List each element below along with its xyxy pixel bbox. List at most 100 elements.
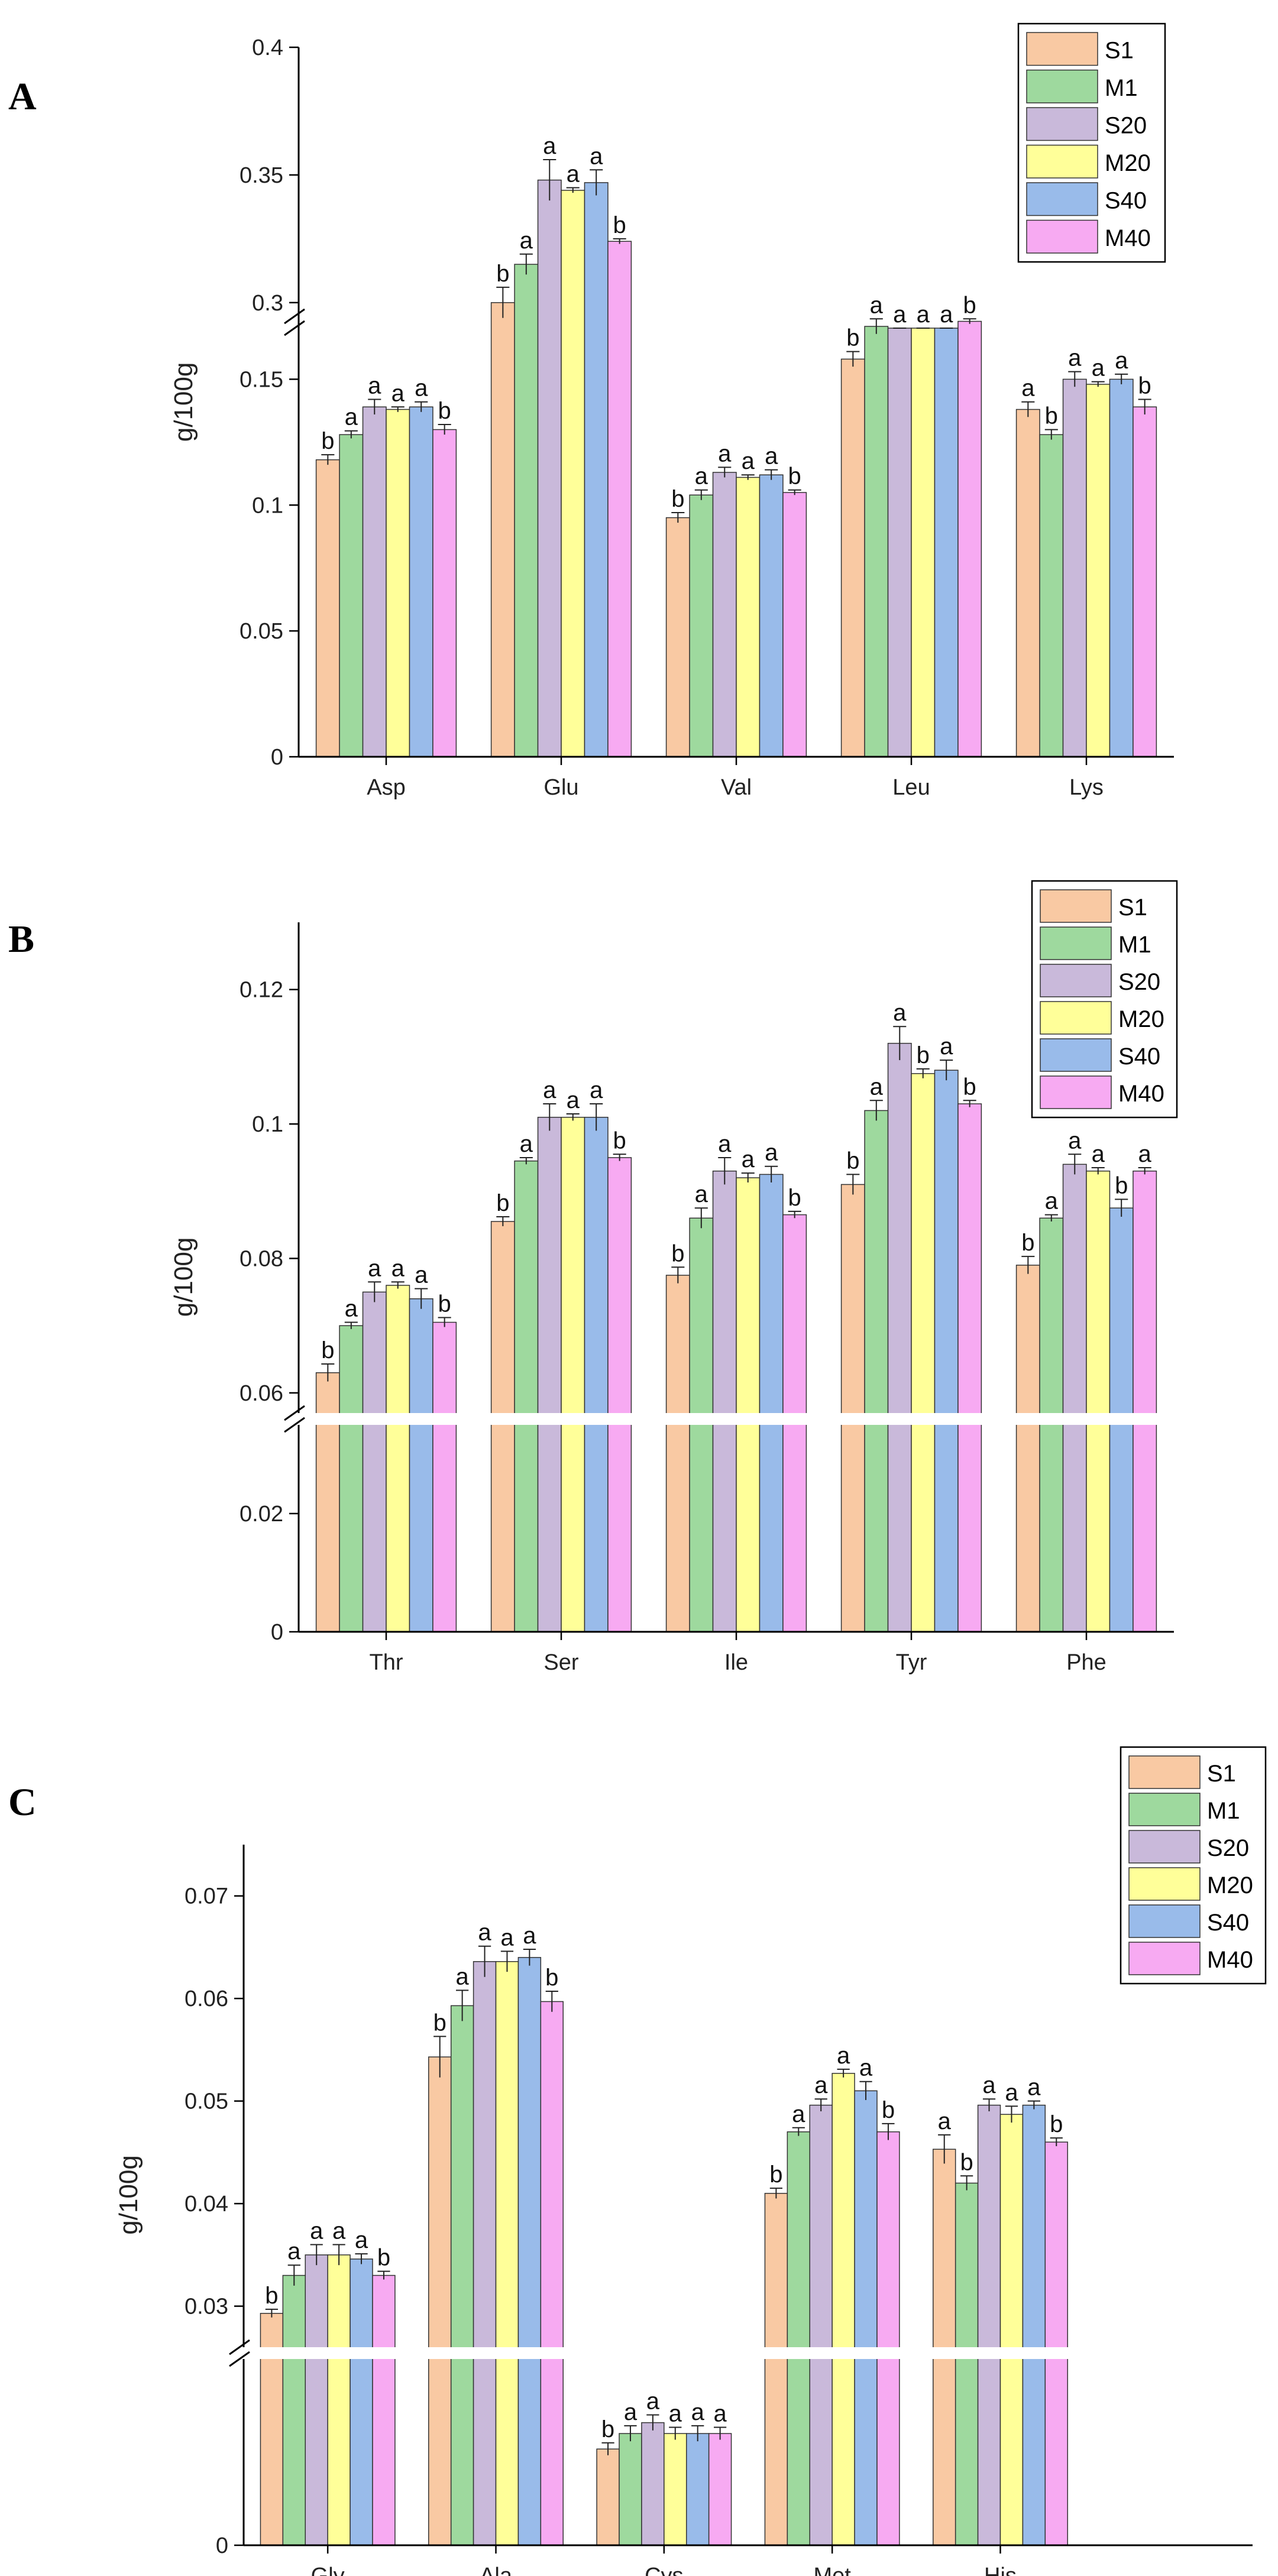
error-bar <box>671 1266 685 1284</box>
error-bar <box>321 1363 335 1382</box>
significance-letter: a <box>345 1296 358 1322</box>
error-bar <box>792 2127 805 2136</box>
bar-glu-s20 <box>537 179 562 757</box>
legend: S1 M1 S20 M20 S40 M40 <box>1017 22 1166 263</box>
bar-gly-m40 <box>372 2274 396 2546</box>
bar-cys-m1 <box>619 2433 642 2546</box>
significance-letter: a <box>870 1074 884 1100</box>
bar-asp-s20 <box>362 406 387 757</box>
significance-letter: a <box>1045 1188 1059 1214</box>
significance-letter: a <box>310 2218 323 2244</box>
error-bar <box>590 169 603 196</box>
y-tick-label: 0.07 <box>185 1884 228 1909</box>
significance-letter: a <box>893 1000 907 1026</box>
x-tick-label: Gly <box>311 2564 345 2576</box>
significance-letter: a <box>392 1255 405 1281</box>
bar-lys-m1 <box>1039 434 1064 757</box>
error-bar <box>718 466 732 478</box>
y-tick-label: 0.04 <box>185 2192 228 2217</box>
error-bar <box>893 1026 907 1061</box>
bar-ser-m40 <box>607 1157 632 1632</box>
y-tick-label: 0.06 <box>185 1987 228 2011</box>
legend-swatch-m20 <box>1026 144 1098 179</box>
bar-val-m40 <box>782 492 807 757</box>
bar-group-thr: baa a ab <box>315 1255 457 1632</box>
x-tick-label: Lys <box>1069 775 1104 800</box>
bar-cys-m40 <box>708 2433 732 2546</box>
legend-swatch-s40 <box>1040 1038 1112 1072</box>
significance-letter: a <box>332 2218 346 2244</box>
error-bar <box>882 2123 895 2140</box>
significance-letter: a <box>718 1131 732 1157</box>
error-bar <box>769 2188 783 2199</box>
legend-label-s40: S40 <box>1105 188 1147 214</box>
significance-letter: a <box>500 1924 514 1950</box>
legend-label-s20: S20 <box>1105 113 1147 139</box>
legend-label-m1: M1 <box>1105 75 1138 101</box>
x-tick-label: Tyr <box>896 1650 927 1675</box>
bar-glu-s1 <box>490 302 515 757</box>
bar-group-gly: baa a ab <box>260 2218 396 2546</box>
significance-letter: a <box>368 372 381 398</box>
y-tick-label: 0.08 <box>240 1246 283 1271</box>
bar-his-m40 <box>1044 2141 1068 2546</box>
bar-thr-s40 <box>409 1298 433 1632</box>
bar-lys-s40 <box>1109 378 1134 757</box>
bar-asp-m20 <box>386 409 410 757</box>
y-tick-label: 0 <box>216 2533 228 2558</box>
panel-letter: B <box>8 918 34 961</box>
error-bar <box>321 454 335 465</box>
error-bar <box>691 2425 704 2442</box>
bar-met-m40 <box>876 2131 900 2546</box>
error-bar <box>846 1174 860 1195</box>
significance-letter: b <box>846 1148 859 1174</box>
error-bar <box>438 424 451 435</box>
error-bar <box>543 159 557 201</box>
legend-swatch-s1 <box>1026 32 1098 66</box>
significance-letter: b <box>671 1240 684 1266</box>
x-tick-label: Ile <box>724 1650 748 1675</box>
legend-label-m20: M20 <box>1118 1006 1164 1032</box>
axis-break-mark <box>284 1417 305 1433</box>
significance-letter: a <box>870 292 884 318</box>
bar-met-m1 <box>787 2131 811 2546</box>
bar-ser-s20 <box>537 1116 562 1632</box>
error-bar <box>1021 1256 1035 1274</box>
y-tick-label: 0.35 <box>240 163 283 188</box>
significance-letter: a <box>742 1146 755 1172</box>
error-bar <box>671 512 685 523</box>
error-bar <box>963 318 976 324</box>
legend-swatch-s1 <box>1040 889 1112 923</box>
significance-letter: b <box>496 261 509 287</box>
y-tick-label: 0.1 <box>252 1112 283 1137</box>
panel-letter: C <box>8 1781 37 1824</box>
bar-cys-s40 <box>685 2433 710 2546</box>
bar-ile-s1 <box>665 1275 690 1632</box>
error-bar <box>433 2036 447 2078</box>
error-bar <box>1091 1167 1105 1175</box>
error-bar <box>391 1281 405 1289</box>
bar-group-cys: ba a a a a <box>596 2389 732 2546</box>
error-bar <box>669 2426 682 2440</box>
error-bar <box>869 318 883 334</box>
error-bar <box>741 1172 755 1183</box>
error-bar <box>1091 381 1105 387</box>
error-bar <box>1044 429 1058 440</box>
bar-phe-s1 <box>1015 1265 1040 1632</box>
bar-ile-s40 <box>759 1174 784 1632</box>
error-bar <box>982 2098 996 2112</box>
y-tick-label: 0.4 <box>252 35 283 60</box>
error-bar <box>1027 2100 1040 2110</box>
error-bar <box>1050 2137 1063 2146</box>
x-tick-label: Phe <box>1066 1650 1106 1675</box>
significance-letter: a <box>520 1131 533 1157</box>
bar-leu-m40 <box>957 320 982 757</box>
error-bar <box>519 1156 533 1165</box>
error-bar <box>869 1100 883 1121</box>
error-bar <box>287 2264 300 2286</box>
legend-swatch-m1 <box>1040 926 1112 960</box>
bar-tyr-s1 <box>840 1184 865 1632</box>
